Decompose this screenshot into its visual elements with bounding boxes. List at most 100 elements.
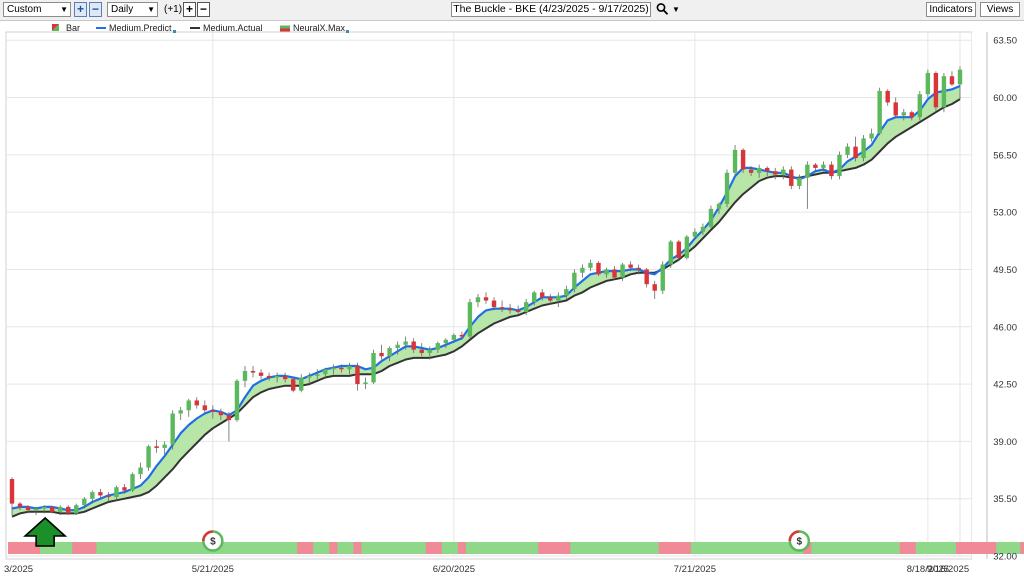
views-button[interactable]: Views — [980, 2, 1020, 17]
candle-body — [829, 164, 834, 177]
up-candle — [845, 143, 850, 159]
up-candle — [877, 87, 882, 136]
add-button[interactable]: + — [183, 2, 196, 17]
up-candle — [403, 336, 408, 350]
strip-segment — [915, 542, 925, 554]
zoom-in-button[interactable]: + — [74, 2, 87, 17]
indicators-button[interactable]: Indicators — [926, 2, 976, 17]
up-candle — [395, 341, 400, 355]
candle-body — [644, 269, 649, 285]
down-candle — [210, 405, 216, 419]
up-candle — [33, 506, 39, 516]
up-candle — [443, 338, 449, 349]
strip-segment — [779, 542, 788, 554]
strip-segment — [289, 542, 298, 554]
strip-segment — [377, 542, 387, 554]
down-candle — [612, 266, 617, 280]
strip-segment — [313, 542, 322, 554]
dollar-sign: $ — [797, 537, 803, 548]
candle-body — [58, 506, 63, 512]
zoom-out-button[interactable]: − — [89, 2, 102, 17]
price-chart[interactable]: $ $ 63.5060.0056.5053.0049.5046.0042.5039… — [0, 21, 1024, 584]
strip-segment — [385, 542, 395, 554]
down-candle — [748, 166, 754, 177]
candle-body — [323, 369, 328, 375]
down-candle — [676, 239, 682, 262]
up-candle — [620, 262, 625, 281]
caret-down-icon[interactable]: ▼ — [672, 5, 680, 14]
up-candle — [556, 292, 561, 308]
candle-body — [138, 467, 143, 475]
candle-body — [789, 169, 794, 186]
candle-body — [499, 307, 505, 309]
up-candle — [451, 333, 457, 344]
y-tick-label: 35.50 — [993, 494, 1017, 505]
down-candle — [596, 261, 601, 276]
up-candle — [234, 379, 240, 422]
down-candle — [949, 71, 955, 87]
down-candle — [226, 411, 232, 442]
strip-segment — [329, 542, 338, 554]
remove-button[interactable]: − — [197, 2, 210, 17]
strip-segment — [441, 542, 451, 554]
strip-segment — [763, 542, 772, 554]
candle-body — [114, 487, 119, 498]
strip-segment — [843, 542, 853, 554]
down-candle — [290, 377, 296, 393]
legend-item-label: Bar — [66, 23, 80, 33]
candle-body — [17, 503, 23, 507]
up-candle — [957, 66, 963, 100]
strip-segment — [353, 542, 363, 554]
up-candle — [668, 239, 673, 268]
strip-segment — [192, 542, 202, 554]
strip-segment — [425, 542, 435, 554]
strip-segment — [907, 542, 917, 554]
candle-body — [612, 269, 617, 278]
up-candle — [363, 377, 368, 389]
strip-segment — [136, 542, 146, 554]
chart-title[interactable]: The Buckle - BKE (4/23/2025 - 9/17/2025) — [451, 2, 651, 17]
strip-segment — [249, 542, 258, 554]
down-candle — [636, 264, 641, 275]
period-select[interactable]: Daily ▼ — [107, 2, 158, 17]
x-tick-label: 5/21/2025 — [192, 564, 234, 575]
down-candle — [829, 161, 834, 180]
strip-segment — [96, 542, 105, 554]
down-candle — [548, 294, 553, 304]
up-candle — [74, 503, 79, 516]
candle-body — [564, 289, 569, 296]
offset-label: (+1) — [164, 4, 183, 15]
candle-body — [435, 343, 440, 350]
up-candle — [371, 349, 376, 385]
down-candle — [282, 372, 288, 383]
strip-segment — [465, 542, 475, 554]
candle-body — [178, 410, 183, 414]
candle-body — [186, 400, 191, 411]
y-tick-label: 42.50 — [993, 380, 1017, 391]
down-candle — [17, 501, 23, 511]
up-candle — [427, 346, 432, 360]
x-tick-label: 6/20/2025 — [433, 564, 475, 575]
strip-segment — [578, 542, 588, 554]
down-candle — [266, 372, 272, 381]
up-candle — [41, 505, 47, 514]
signal-markers: $ $ — [23, 516, 811, 552]
legend-item-label: Medium.Actual — [203, 23, 263, 33]
search-button[interactable] — [656, 2, 670, 17]
candle-body — [315, 374, 320, 376]
candle-body — [540, 292, 545, 298]
strip-segment — [224, 542, 234, 554]
strip-segment — [433, 542, 443, 554]
candle-body — [41, 506, 47, 509]
strip-segment — [88, 542, 97, 554]
up-candle — [467, 298, 473, 339]
strip-segment — [409, 542, 419, 554]
strip-segment — [964, 542, 973, 554]
strip-segment — [473, 542, 483, 554]
strip-segment — [634, 542, 644, 554]
up-candle — [732, 144, 738, 177]
range-select[interactable]: Custom ▼ — [3, 2, 71, 17]
range-select-value: Custom — [7, 4, 42, 15]
down-candle — [154, 439, 159, 453]
candle-body — [636, 267, 641, 270]
